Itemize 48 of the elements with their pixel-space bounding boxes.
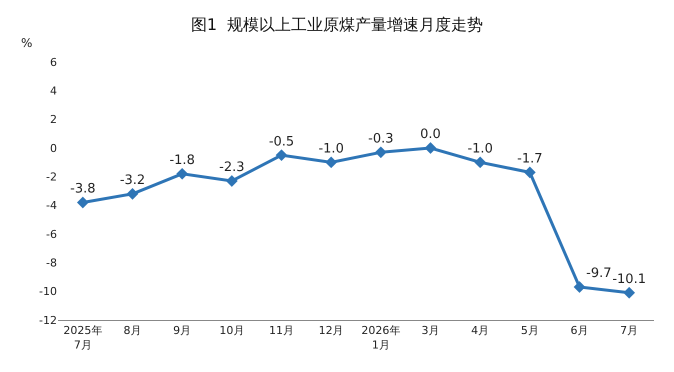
point	[276, 149, 288, 162]
point	[524, 166, 536, 178]
data-label: -1.0	[467, 141, 493, 156]
data-label: -2.3	[219, 160, 245, 176]
y-tick-label: -6	[46, 228, 57, 241]
x-tick-label: 2025年 7月	[63, 324, 102, 352]
x-tick-label: 2026年 1月	[361, 324, 400, 352]
data-label: -0.5	[268, 134, 294, 150]
point	[623, 286, 636, 299]
data-label: -1.7	[517, 151, 543, 166]
point	[424, 142, 436, 154]
data-label: -0.3	[368, 131, 394, 146]
y-tick-label: -12	[39, 314, 57, 327]
data-label: -1.8	[169, 152, 195, 168]
data-label: -3.8	[70, 182, 96, 197]
x-tick-label: 5月	[520, 324, 539, 338]
y-tick-label: 6	[50, 56, 57, 69]
y-tick-label: 0	[50, 142, 57, 155]
chart-title: 图1 规模以上工业原煤产量增速月度走势	[190, 14, 484, 34]
point	[126, 188, 138, 200]
y-axis-title: %	[21, 36, 32, 50]
data-label: -10.1	[612, 272, 646, 287]
y-tick-label: 4	[50, 84, 57, 98]
point	[474, 156, 486, 168]
y-tick-label: -8	[46, 256, 57, 270]
y-tick-label: -10	[39, 285, 57, 298]
data-label: -9.7	[586, 266, 612, 282]
x-tick-label: 12月	[318, 324, 344, 338]
x-tick-label: 9月	[173, 324, 192, 338]
data-label: -3.2	[120, 172, 146, 188]
x-tick-label: 3月	[422, 324, 440, 338]
x-tick-label: 7月	[620, 324, 638, 338]
y-tick-label: 2	[50, 113, 57, 126]
point	[574, 281, 586, 293]
point	[176, 168, 188, 180]
point	[226, 175, 238, 187]
y-tick-label: -2	[46, 170, 57, 184]
data-label: -1.0	[318, 141, 344, 156]
x-tick-label: 4月	[471, 324, 490, 338]
point	[76, 196, 89, 208]
y-tick-label: -4	[46, 199, 57, 212]
x-tick-label: 10月	[219, 324, 244, 338]
data-label: 0.0	[420, 127, 441, 142]
point	[374, 146, 387, 158]
point	[325, 156, 338, 168]
x-tick-label: 11月	[269, 324, 294, 338]
x-tick-label: 6月	[570, 324, 588, 338]
x-tick-label: 8月	[124, 324, 142, 338]
